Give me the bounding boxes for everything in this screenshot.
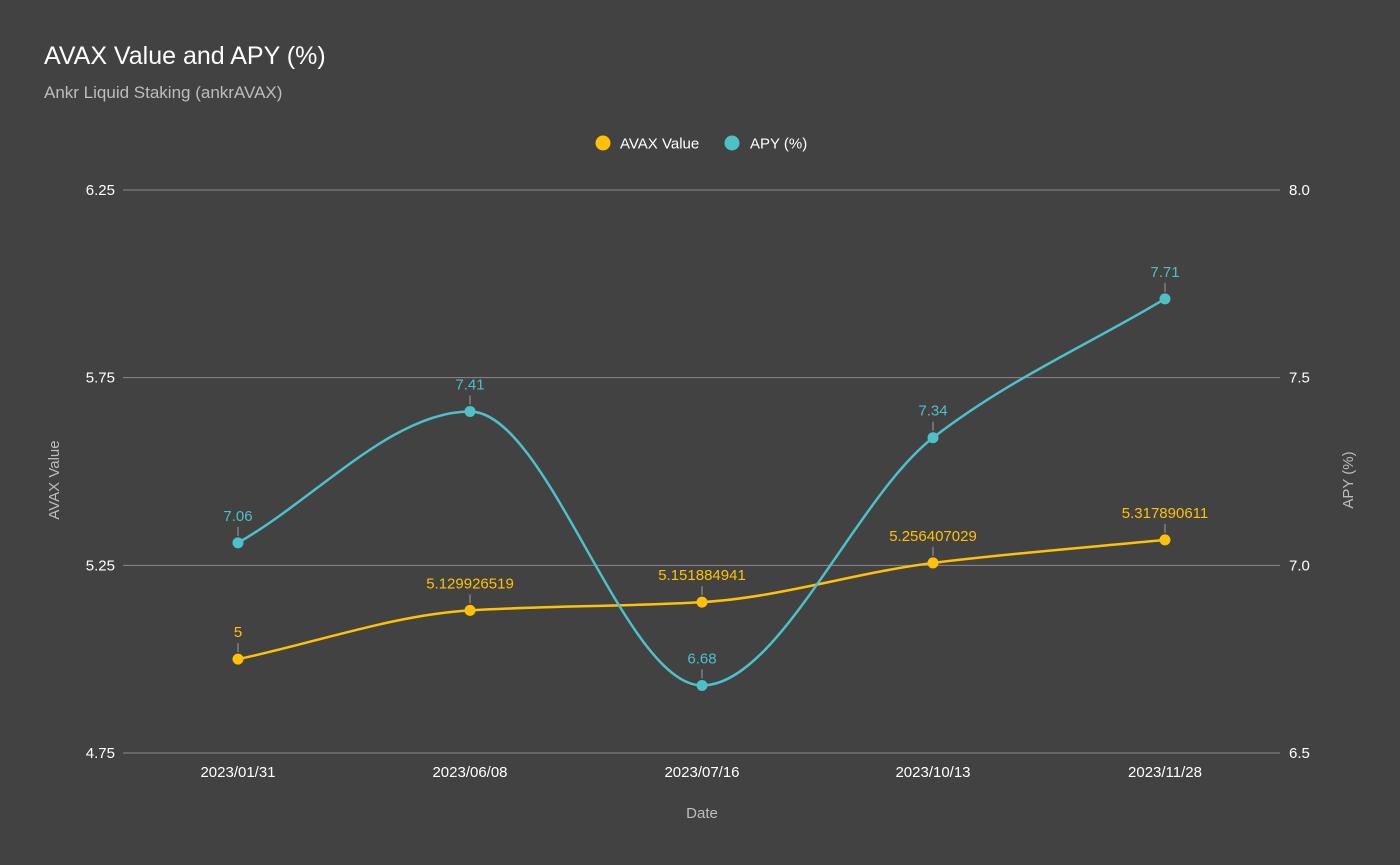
y-left-tick-label: 5.25 [86, 557, 115, 574]
data-point[interactable] [232, 653, 244, 665]
data-point[interactable] [927, 432, 939, 444]
x-tick-label: 2023/07/16 [664, 764, 739, 781]
y-left-tick-label: 4.75 [86, 745, 115, 762]
data-label: 5.129926519 [426, 575, 514, 592]
data-label: 5.317890611 [1122, 505, 1208, 522]
data-label: 7.06 [223, 508, 252, 525]
data-point[interactable] [232, 537, 244, 549]
y-left-tick-label: 6.25 [86, 182, 115, 199]
x-tick-label: 2023/10/13 [895, 764, 970, 781]
chart-title: AVAX Value and APY (%) [44, 42, 326, 70]
data-point[interactable] [696, 679, 708, 691]
data-point[interactable] [927, 557, 939, 569]
y-right-tick-label: 6.5 [1289, 745, 1310, 762]
data-point[interactable] [1159, 293, 1171, 305]
legend-label[interactable]: AVAX Value [620, 136, 699, 153]
data-label: 5 [234, 624, 242, 641]
data-label: 7.71 [1150, 264, 1179, 281]
y-right-tick-label: 7.0 [1289, 557, 1310, 574]
legend-label[interactable]: APY (%) [750, 136, 807, 153]
x-tick-label: 2023/01/31 [200, 764, 275, 781]
x-tick-label: 2023/06/08 [432, 764, 507, 781]
data-label: 6.68 [687, 650, 716, 667]
data-point[interactable] [1159, 534, 1171, 546]
y-right-tick-label: 8.0 [1289, 182, 1310, 199]
series-line [236, 297, 1167, 687]
y-left-axis-title: AVAX Value [46, 440, 63, 519]
legend-marker [724, 135, 740, 151]
y-left-tick-label: 5.75 [86, 370, 115, 387]
data-point[interactable] [464, 604, 476, 616]
data-point[interactable] [696, 596, 708, 608]
data-label: 5.256407029 [889, 528, 977, 545]
chart-subtitle: Ankr Liquid Staking (ankrAVAX) [44, 83, 283, 102]
x-tick-label: 2023/11/28 [1128, 764, 1202, 781]
x-axis-title: Date [686, 805, 718, 822]
data-label: 7.41 [455, 376, 484, 393]
data-point[interactable] [464, 405, 476, 417]
data-label: 5.151884941 [658, 567, 746, 584]
y-right-axis-title: APY (%) [1340, 451, 1357, 508]
y-right-tick-label: 7.5 [1289, 370, 1310, 387]
data-label: 7.34 [918, 403, 947, 420]
legend-marker [595, 135, 611, 151]
